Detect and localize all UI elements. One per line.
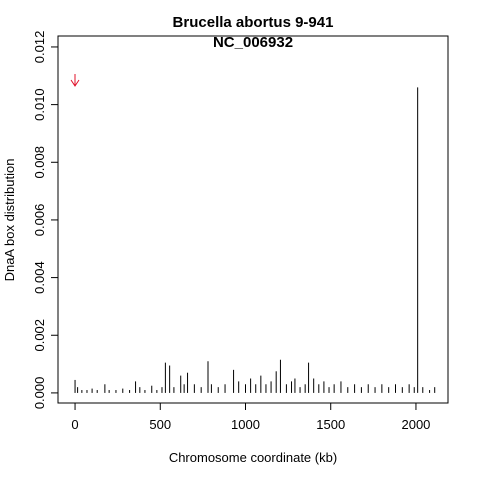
x-axis-label: Chromosome coordinate (kb) bbox=[169, 450, 337, 465]
y-axis-label: DnaA box distribution bbox=[2, 159, 17, 282]
y-tick-label: 0.002 bbox=[32, 319, 47, 352]
y-tick-label: 0.010 bbox=[32, 88, 47, 121]
chart-subtitle: NC_006932 bbox=[213, 34, 293, 51]
y-tick-label: 0.012 bbox=[32, 31, 47, 64]
x-tick-label: 1500 bbox=[316, 417, 345, 432]
y-tick-label: 0.006 bbox=[32, 204, 47, 237]
y-tick-label: 0.008 bbox=[32, 146, 47, 179]
x-tick-label: 0 bbox=[71, 417, 78, 432]
chart-title: Brucella abortus 9-941 bbox=[173, 14, 334, 31]
y-tick-label: 0.000 bbox=[32, 377, 47, 410]
y-tick-label: 0.004 bbox=[32, 261, 47, 294]
x-tick-label: 1000 bbox=[231, 417, 260, 432]
x-tick-label: 2000 bbox=[401, 417, 430, 432]
x-tick-label: 500 bbox=[149, 417, 171, 432]
marker-arrow bbox=[70, 74, 80, 87]
